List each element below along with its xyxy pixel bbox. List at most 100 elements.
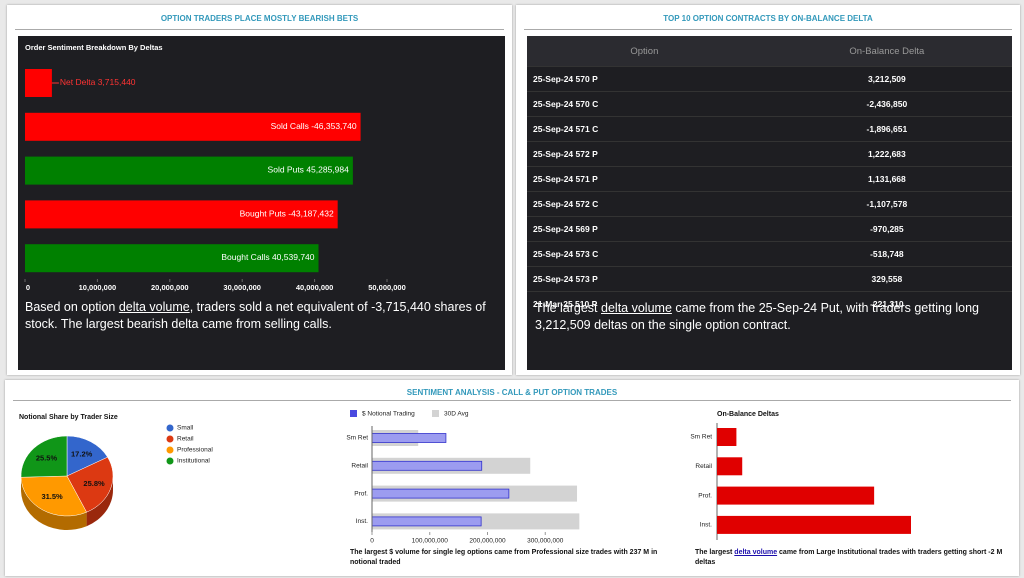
pie-slice xyxy=(20,475,87,517)
y-tick-label: Inst. xyxy=(356,518,368,525)
link[interactable]: delta volume xyxy=(601,301,672,315)
cell: 1,131,668 xyxy=(761,166,1012,192)
column-header: Option xyxy=(527,36,762,67)
value-label: 45,285,984 xyxy=(306,165,349,175)
summary: The largest delta volume came from the 2… xyxy=(535,300,1005,334)
cell: 25-Sep-24 573 C xyxy=(527,241,762,267)
row: 25-Sep-24 573 P 329,558 xyxy=(527,266,1012,292)
column-header: On-Balance Delta xyxy=(761,36,1012,67)
cell: 25-Sep-24 569 P xyxy=(527,216,762,242)
text: came from the 25-Sep-24 Put, with trader… xyxy=(535,301,979,332)
bar xyxy=(371,488,510,499)
legend-swatch xyxy=(166,424,174,432)
row: 25-Sep-24 570 P 3,212,509 xyxy=(527,66,1012,92)
cell: 25-Sep-24 570 P xyxy=(527,66,762,92)
cell: -1,896,651 xyxy=(761,116,1012,142)
pie-side xyxy=(21,477,87,530)
panel-title: SENTIMENT ANALYSIS - CALL & PUT OPTION T… xyxy=(406,388,618,397)
rule xyxy=(13,400,1011,401)
category: Bought Calls xyxy=(221,252,269,262)
table: Option On-Balance Delta 25-Sep-24 570 P 3,2… xyxy=(527,36,1012,316)
panel: TOP 10 OPTION CONTRACTS BY ON-BALANCE DE… xyxy=(516,5,1020,375)
pie-slice xyxy=(20,435,68,478)
legend-label: 30D Avg xyxy=(444,411,469,418)
y-tick-label: Inst. xyxy=(700,522,712,529)
pie-slice xyxy=(66,456,114,513)
bar-label: Sold Puts 45,285,984 xyxy=(268,165,350,175)
table-area: Option On-Balance Delta 25-Sep-24 570 P 3,2… xyxy=(527,36,1012,370)
x-tick-label: 0 xyxy=(26,283,30,292)
value-label: -43,187,432 xyxy=(288,209,334,219)
cell: -2,436,850 xyxy=(761,91,1012,117)
bar xyxy=(371,433,447,443)
chart-title: On-Balance Deltas xyxy=(717,411,779,418)
link[interactable]: delta volume xyxy=(118,300,190,314)
row: 25-Sep-24 572 P 1,222,683 xyxy=(527,141,1012,167)
panel-title: OPTION TRADERS PLACE MOSTLY BEARISH BETS xyxy=(160,14,359,23)
category: Sold Puts xyxy=(268,165,304,175)
bar-label: Bought Calls 40,539,740 xyxy=(221,252,314,262)
row: 25-Sep-24 573 C -518,748 xyxy=(527,241,1012,267)
slice-label: 31.5% xyxy=(41,492,63,501)
bar xyxy=(25,244,319,273)
link[interactable]: delta volume xyxy=(734,549,778,556)
text: , traders sold a net equivalent of -3,71… xyxy=(25,300,486,331)
cell: 3,212,509 xyxy=(761,66,1012,92)
y-tick-label: Prof. xyxy=(354,490,368,497)
legend-swatch xyxy=(166,435,174,443)
rule xyxy=(524,29,1012,30)
legend-swatch xyxy=(166,446,174,454)
text: came from Large Institutional trades wit… xyxy=(695,549,1003,566)
value-label: 40,539,740 xyxy=(272,252,315,262)
legend-label: Small xyxy=(177,425,194,432)
pie-side xyxy=(86,476,113,527)
y-tick-label: Retail xyxy=(695,463,712,470)
x-tick-label: 30,000,000 xyxy=(223,283,261,292)
legend-label: Professional xyxy=(177,447,213,454)
cell: 25-Sep-24 571 C xyxy=(527,116,762,142)
value-label: 3,715,440 xyxy=(98,77,136,87)
legend-swatch xyxy=(350,410,357,417)
header-row: Option On-Balance Delta xyxy=(527,36,1012,67)
cell: -1,107,578 xyxy=(761,191,1012,217)
bar xyxy=(371,516,482,527)
bar xyxy=(25,156,353,185)
cell: 329,558 xyxy=(761,266,1012,292)
bar xyxy=(717,486,875,505)
table-body: 25-Sep-24 570 P 3,212,509 25-Sep-24 570 C-… xyxy=(527,66,1012,316)
rule xyxy=(15,29,504,30)
cell: -518,748 xyxy=(761,241,1012,267)
x-tick-label: 200,000,000 xyxy=(469,538,506,545)
cell: 25-Sep-24 571 P xyxy=(527,166,762,192)
bar xyxy=(717,457,743,476)
x-tick-label: 40,000,000 xyxy=(296,283,334,292)
chart-title: Notional Share by Trader Size xyxy=(19,414,118,421)
slice-label: 25.8% xyxy=(83,479,105,488)
slice-label: 25.5% xyxy=(36,454,58,463)
summary: Based on option delta volume, traders so… xyxy=(25,299,495,333)
panel-title: TOP 10 OPTION CONTRACTS BY ON-BALANCE DE… xyxy=(663,14,873,23)
row: 25-Sep-24 571 P 1,131,668 xyxy=(527,166,1012,192)
cell: 21-Mar-25 510 P xyxy=(527,291,762,316)
cell: 25-Sep-24 572 P xyxy=(527,141,762,167)
y-tick-label: Prof. xyxy=(698,492,712,499)
x-tick-label: 300,000,000 xyxy=(527,538,564,545)
text: Based on option xyxy=(25,300,119,314)
pie-slice xyxy=(66,435,108,477)
slice-label: 17.2% xyxy=(71,450,93,459)
x-tick-label: 10,000,000 xyxy=(79,283,117,292)
x-tick-label: 0 xyxy=(370,538,374,545)
row: 21-Mar-25 510 P -221,310 xyxy=(527,291,1012,316)
legend-label: Retail xyxy=(177,436,194,443)
legend-label: Institutional xyxy=(177,458,210,465)
text: The largest xyxy=(695,549,735,556)
row: 25-Sep-24 572 C -1,107,578 xyxy=(527,191,1012,217)
x-tick-label: 50,000,000 xyxy=(368,283,406,292)
category: Net Delta xyxy=(60,77,96,87)
y-tick-label: Sm Ret xyxy=(346,435,368,442)
row: 25-Sep-24 569 P -970,285 xyxy=(527,216,1012,242)
category: Bought Puts xyxy=(240,209,286,219)
panel: SENTIMENT ANALYSIS - CALL & PUT OPTION T… xyxy=(5,380,1019,576)
